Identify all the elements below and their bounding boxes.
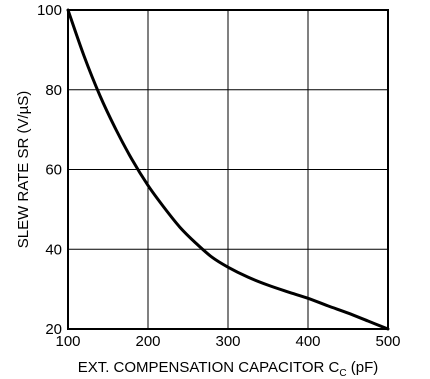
y-tick-label-60: 60 xyxy=(45,162,62,179)
x-tick-label-500: 500 xyxy=(375,333,400,350)
y-tick-label-20: 20 xyxy=(45,321,62,338)
series-layer xyxy=(66,8,390,331)
x-tick-label-400: 400 xyxy=(295,333,320,350)
y-tick-label-40: 40 xyxy=(45,241,62,258)
x-axis-label-main: EXT. COMPENSATION CAPACITOR C xyxy=(78,359,340,376)
series-line-0 xyxy=(66,8,390,331)
plot-frame xyxy=(67,9,389,330)
x-axis-label: EXT. COMPENSATION CAPACITOR CC (pF) xyxy=(78,359,379,379)
x-tick-label-300: 300 xyxy=(215,333,240,350)
grid-lines xyxy=(68,10,388,329)
x-axis-label-subscript: C xyxy=(339,368,346,379)
x-tick-label-100: 100 xyxy=(55,333,80,350)
tick-labels: 100 200 300 400 500 20 40 60 80 100 xyxy=(37,2,401,350)
y-tick-label-100: 100 xyxy=(37,2,62,19)
x-axis-label-unit: (pF) xyxy=(347,359,379,376)
y-tick-label-80: 80 xyxy=(45,82,62,99)
y-axis-label: SLEW RATE SR (V/µS) xyxy=(15,91,32,249)
x-tick-label-200: 200 xyxy=(135,333,160,350)
